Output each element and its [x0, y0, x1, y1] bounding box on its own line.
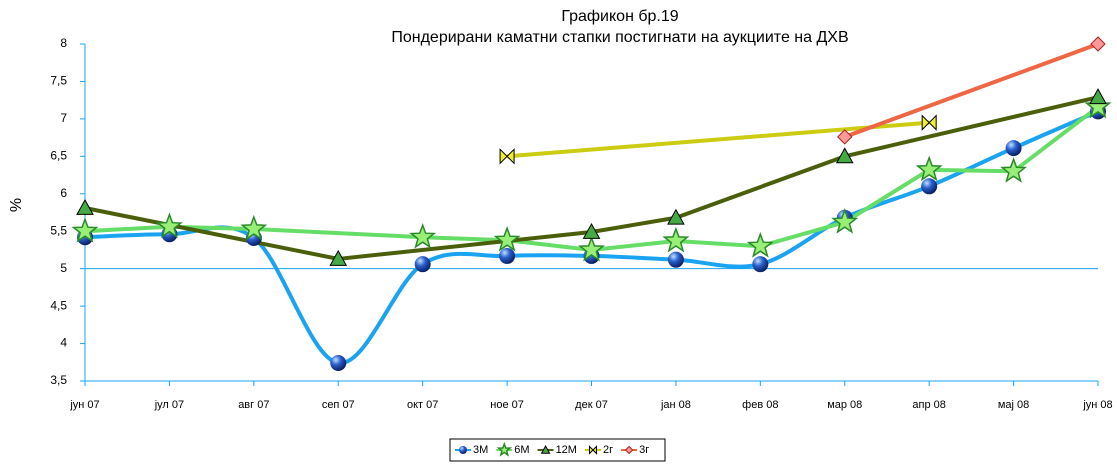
marker-star	[240, 214, 268, 241]
y-axis-label: %	[8, 198, 25, 212]
marker-triangle	[540, 444, 551, 454]
series-line	[84, 95, 1099, 261]
marker-sphere	[499, 247, 516, 264]
x-tick-label: окт 07	[407, 399, 438, 411]
marker-star	[155, 212, 183, 239]
y-tick-label: 7,5	[50, 74, 67, 88]
x-tick-label: дек 07	[575, 399, 608, 411]
y-tick-label: 7	[60, 111, 67, 125]
y-tick-label: 4,5	[50, 298, 67, 312]
marker-star	[409, 223, 437, 249]
y-tick-label: 3,5	[50, 373, 67, 387]
legend-label: 12M	[556, 444, 577, 456]
marker-bowtie	[499, 148, 515, 165]
y-tick-label: 6	[60, 186, 67, 200]
series-line	[506, 120, 930, 159]
x-tick-label: јун 08	[1082, 399, 1112, 411]
series-line	[844, 42, 1099, 139]
legend-label: 6M	[514, 444, 529, 456]
chart-title: Графикон бр.19	[561, 8, 678, 25]
chart-subtitle: Пондерирани каматни стапки постигнати на…	[391, 29, 848, 46]
marker-triangle	[582, 222, 601, 239]
marker-star	[493, 226, 521, 252]
y-tick-label: 5,5	[50, 223, 67, 237]
marker-sphere	[330, 355, 347, 372]
x-tick-label: авг 07	[238, 399, 269, 411]
marker-triangle	[667, 208, 685, 225]
marker-star	[1000, 157, 1028, 183]
marker-star	[1084, 92, 1112, 119]
marker-bowtie	[921, 114, 937, 131]
x-tick-label: мар 08	[827, 399, 862, 411]
marker-star	[746, 232, 774, 258]
marker-sphere	[1005, 140, 1022, 157]
marker-bowtie	[588, 445, 597, 455]
lines	[84, 42, 1100, 366]
series-line	[84, 105, 1100, 252]
marker-sphere	[667, 251, 684, 268]
marker-triangle	[329, 249, 348, 266]
marker-star	[662, 226, 690, 253]
marker-triangle	[1089, 88, 1107, 105]
marker-sphere	[921, 178, 938, 195]
marker-triangle	[76, 198, 94, 215]
marker-diamond	[624, 445, 634, 455]
x-tick-label: сеп 07	[322, 399, 355, 411]
y-tick-label: 5	[60, 261, 67, 275]
x-tick-label: мај 08	[998, 399, 1029, 411]
x-tick-label: јул 07	[154, 399, 184, 411]
x-tick-label: ное 07	[490, 399, 524, 411]
marker-star	[915, 155, 943, 182]
marker-diamond	[837, 129, 853, 145]
legend-label: 2г	[603, 444, 613, 456]
y-tick-label: 4	[60, 336, 67, 350]
marker-diamond	[1090, 36, 1106, 52]
y-tick-label: 8	[60, 36, 67, 50]
marker-star	[578, 235, 605, 262]
y-tick-label: 6,5	[50, 149, 67, 163]
marker-sphere	[752, 256, 769, 273]
x-tick-label: јан 08	[660, 399, 691, 411]
marker-sphere	[414, 256, 431, 273]
marker-star	[71, 216, 99, 243]
marker-star	[831, 208, 859, 234]
x-tick-label: апр 08	[912, 399, 945, 411]
legend-label: 3г	[639, 444, 649, 456]
x-tick-label: фев 08	[742, 399, 778, 411]
marker-triangle	[835, 147, 854, 164]
marker-sphere	[459, 446, 467, 454]
markers	[71, 36, 1112, 372]
x-tick-label: јун 07	[69, 399, 99, 411]
marker-star	[496, 441, 513, 457]
legend-label: 3M	[473, 444, 488, 456]
